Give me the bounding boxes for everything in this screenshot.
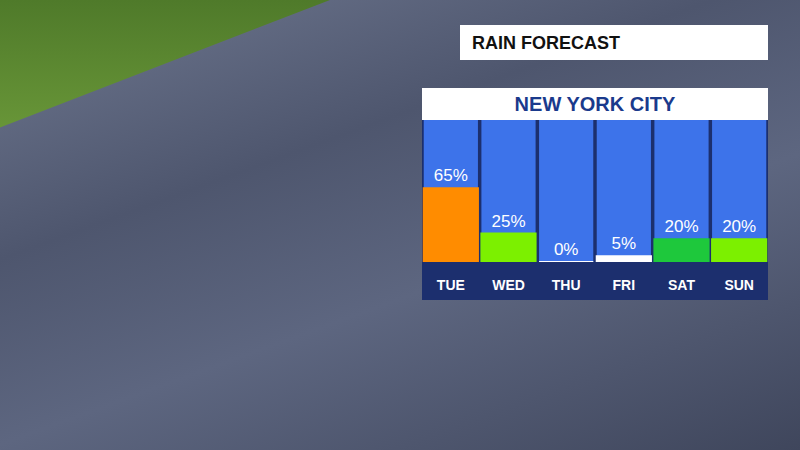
- svg-text:5%: 5%: [612, 234, 637, 253]
- svg-text:20%: 20%: [664, 217, 698, 236]
- svg-text:NEW YORK CITY: NEW YORK CITY: [515, 93, 676, 115]
- svg-text:0%: 0%: [554, 240, 579, 259]
- svg-text:RAIN FORECAST: RAIN FORECAST: [472, 33, 620, 53]
- svg-text:25%: 25%: [491, 212, 525, 231]
- svg-text:WED: WED: [492, 277, 525, 293]
- svg-text:THU: THU: [552, 277, 581, 293]
- svg-text:65%: 65%: [434, 166, 468, 185]
- svg-text:FRI: FRI: [613, 277, 636, 293]
- svg-text:SUN: SUN: [724, 277, 754, 293]
- svg-text:SAT: SAT: [668, 277, 695, 293]
- svg-text:20%: 20%: [722, 217, 756, 236]
- svg-text:TUE: TUE: [437, 277, 465, 293]
